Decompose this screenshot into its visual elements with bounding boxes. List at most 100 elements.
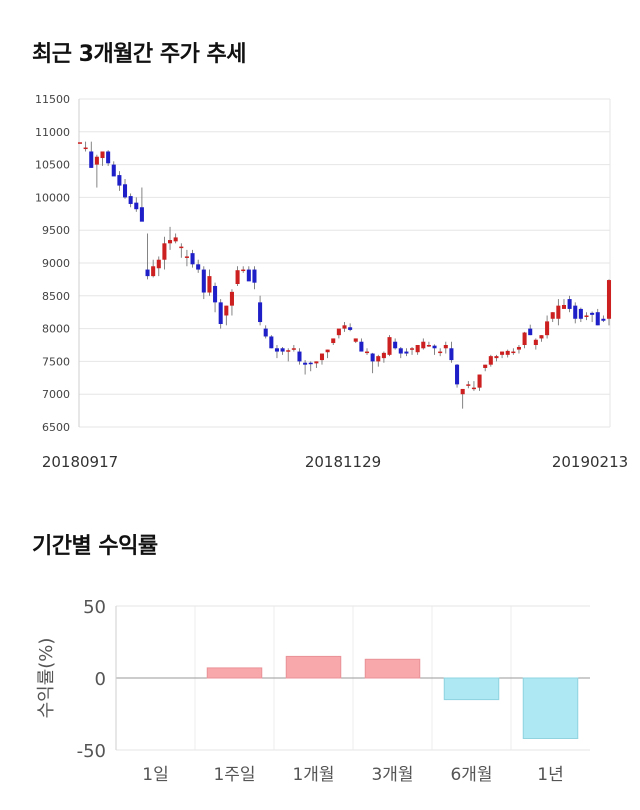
candle-body [77, 142, 83, 144]
candle-body [319, 353, 325, 361]
candle-body [303, 362, 308, 365]
y-tick-label: 8000 [42, 323, 70, 336]
candle-body [561, 304, 567, 309]
candle-body [179, 246, 184, 249]
y-tick-label: 9000 [42, 257, 70, 270]
candle-body [545, 321, 550, 336]
x-date-label: 20180917 [42, 453, 118, 471]
candle-body [168, 240, 173, 244]
candle-body [455, 364, 460, 385]
x-date-label: 20190213 [552, 453, 628, 471]
candle-body [421, 341, 426, 349]
candle-body [139, 207, 144, 222]
candle-body [483, 364, 488, 368]
candle-body [488, 356, 493, 365]
candle-body [511, 351, 516, 354]
y-tick-label: 10500 [35, 159, 70, 172]
candle-body [348, 327, 353, 330]
return-bar [443, 677, 500, 701]
candle-body [387, 337, 392, 355]
candle-body [201, 269, 206, 293]
return-bar [522, 677, 579, 739]
y-tick-label: 8500 [42, 290, 70, 303]
candle-body [89, 151, 94, 168]
candle-body [286, 350, 291, 352]
candle-body [533, 339, 538, 345]
candle-body [246, 269, 251, 282]
candle-body [410, 348, 415, 350]
candle-body [196, 264, 201, 270]
x-category-label: 1개월 [292, 765, 334, 785]
candle-body [331, 338, 336, 344]
candle-body [364, 351, 370, 354]
chart-title-period-returns: 기간별 수익률 [32, 534, 158, 559]
candle-body [336, 328, 341, 336]
candle-body [241, 269, 246, 272]
candle-body [122, 184, 128, 198]
y-tick-label: 7500 [42, 355, 70, 368]
candle-body [274, 348, 279, 352]
candle-body [466, 384, 471, 386]
return-bar [364, 658, 421, 679]
candle-body [83, 147, 88, 150]
candle-body [381, 352, 386, 359]
candle-body [539, 335, 544, 339]
candle-body [370, 353, 375, 362]
candle-body [471, 387, 476, 390]
candle-body [359, 341, 364, 352]
candle-body [291, 348, 296, 350]
chart-title-price-trend: 최근 3개월간 주가 추세 [32, 42, 246, 67]
y-tick-label: -50 [77, 741, 106, 762]
y-tick-label: 6500 [42, 421, 70, 434]
candle-body [100, 151, 105, 159]
x-category-label: 3개월 [371, 765, 413, 785]
candle-body [550, 312, 555, 319]
candle-body [578, 308, 583, 319]
candle-body [252, 269, 257, 283]
candle-body [528, 328, 533, 336]
y-tick-label: 9500 [42, 224, 70, 237]
candle-body [522, 332, 527, 345]
candle-body [173, 237, 178, 242]
candle-body [106, 151, 111, 164]
return-bar [206, 667, 263, 679]
candle-body [398, 348, 403, 354]
candle-body [584, 315, 589, 317]
candle-body [117, 175, 122, 186]
x-category-label: 6개월 [450, 765, 492, 785]
candle-body [590, 312, 595, 315]
candle-body [224, 305, 229, 316]
candle-body [218, 302, 223, 325]
candle-body [404, 351, 409, 354]
candle-body [516, 346, 521, 350]
candle-body [449, 348, 454, 361]
candle-body [162, 243, 167, 260]
candle-body [415, 345, 420, 353]
candle-body [477, 374, 482, 388]
candle-body [190, 253, 195, 265]
candle-body [280, 348, 285, 352]
candle-body [94, 156, 99, 165]
y-tick-label: 10000 [35, 191, 70, 204]
return-bar [285, 655, 342, 679]
candle-body [151, 266, 156, 277]
candle-body [263, 328, 268, 337]
candle-body [443, 345, 448, 349]
candle-body [297, 351, 302, 362]
candlestick-chart: 6500 7000 7500 8000 8500 9000 9500 10000 10500 11… [35, 93, 628, 471]
candle-body [460, 388, 465, 395]
x-category-label: 1주일 [213, 765, 255, 785]
candle-body [595, 312, 600, 326]
candle-body [308, 362, 313, 365]
candle-body [207, 276, 212, 293]
candle-body [156, 259, 161, 269]
candle-body [269, 336, 274, 349]
candle-body [432, 345, 437, 349]
candle-body [567, 299, 572, 309]
candle-body [505, 350, 510, 355]
candle-body [342, 325, 347, 329]
x-category-label: 1일 [142, 765, 168, 785]
candle-body [438, 351, 443, 354]
candle-body [393, 341, 398, 349]
y-tick-label: 11500 [35, 93, 70, 106]
